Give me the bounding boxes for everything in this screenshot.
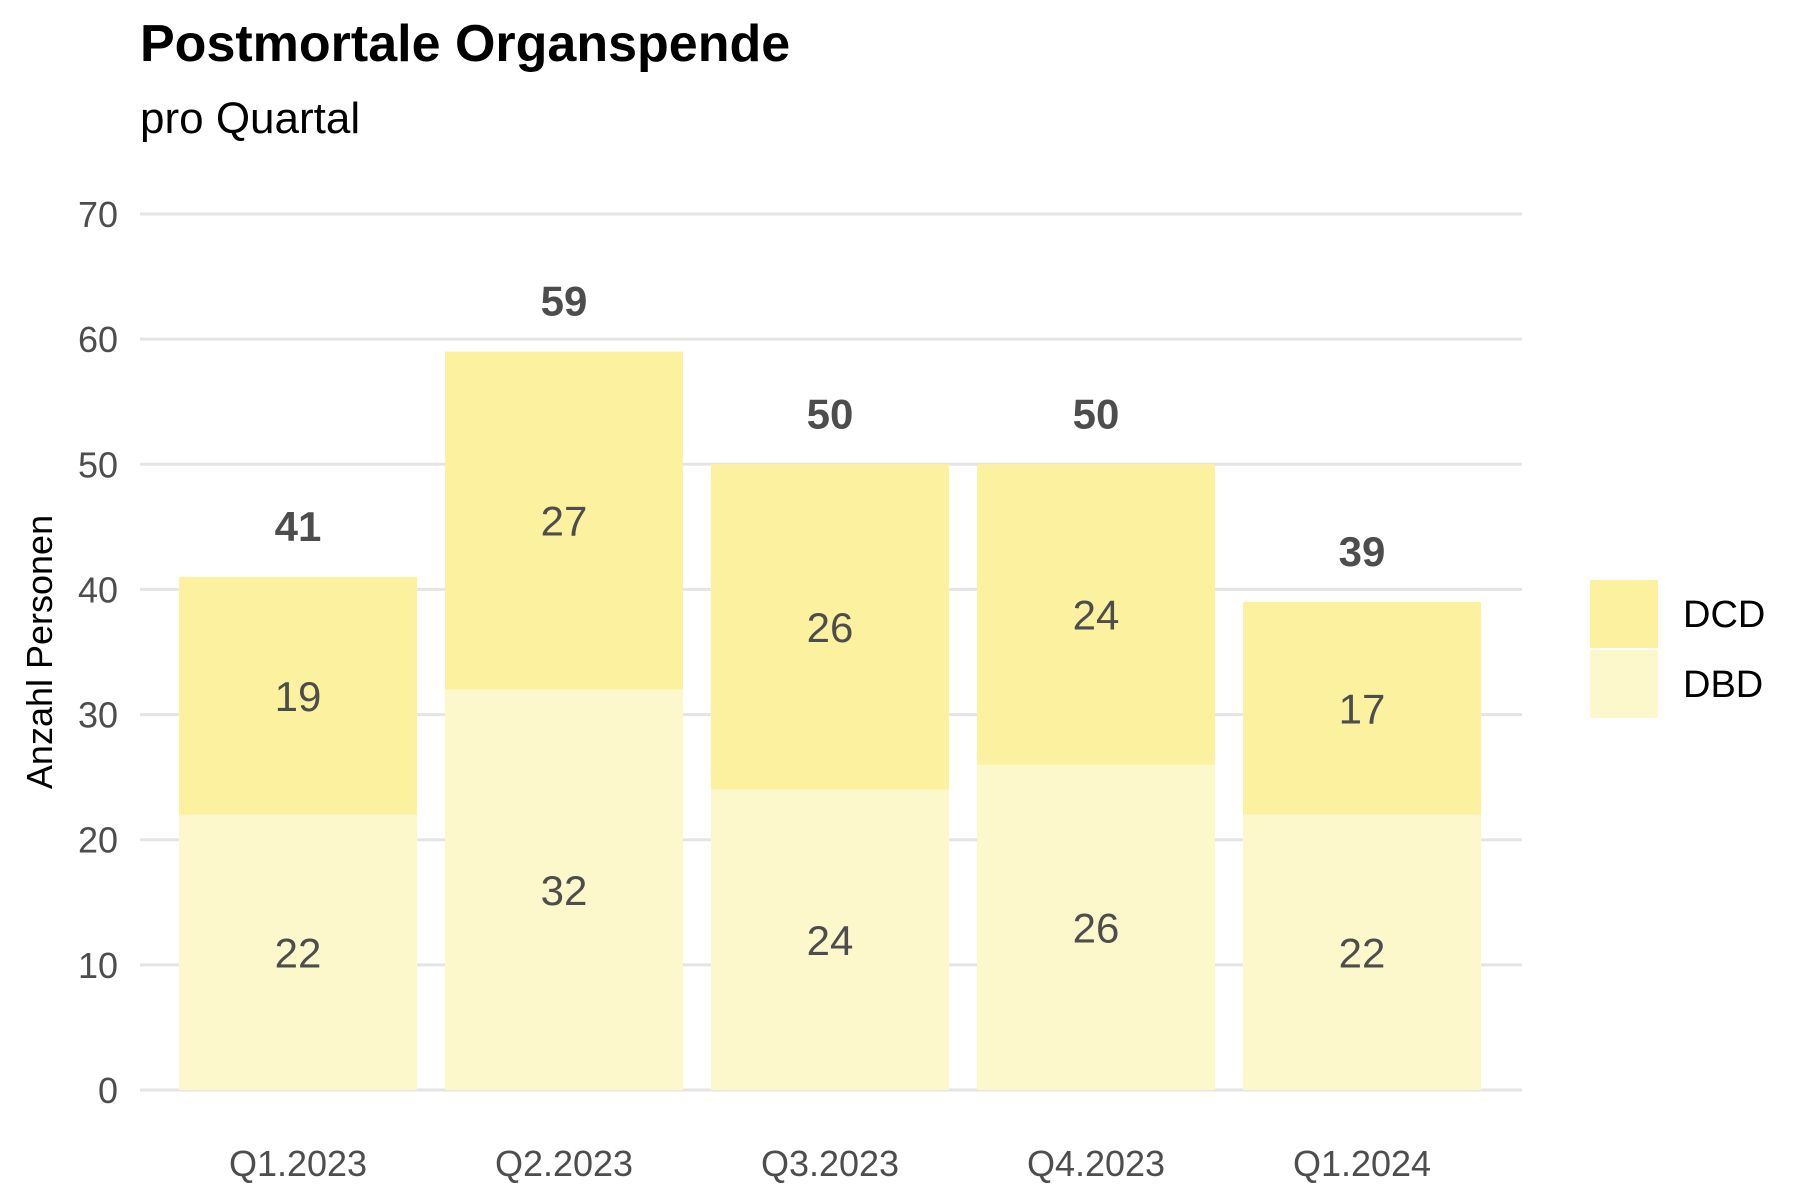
total-value-label: 41 <box>275 503 322 550</box>
x-tick-label: Q2.2023 <box>495 1143 633 1184</box>
legend-label: DBD <box>1683 664 1763 706</box>
chart-title: Postmortale Organspende <box>140 15 791 73</box>
segment-value-label: 26 <box>1073 904 1120 951</box>
total-value-label: 50 <box>1073 390 1120 437</box>
legend-label: DCD <box>1683 594 1765 636</box>
bar-labels: 22 19 41 32 27 59 24 26 50 26 24 50 22 17 39 <box>275 278 1386 977</box>
y-tick-label: 30 <box>78 695 118 736</box>
segment-value-label: 22 <box>275 929 322 976</box>
bar-segment-dbd <box>1243 814 1481 1090</box>
y-axis-ticks: 0 10 20 30 40 50 60 70 <box>78 194 118 1111</box>
legend: DCD DBD <box>1590 580 1765 718</box>
legend-swatch-dbd <box>1590 650 1658 718</box>
x-tick-label: Q1.2023 <box>229 1143 367 1184</box>
x-tick-label: Q1.2024 <box>1293 1143 1431 1184</box>
y-axis-label: Anzahl Personen <box>19 515 60 789</box>
total-value-label: 39 <box>1339 528 1386 575</box>
bar-segment-dcd <box>711 464 949 790</box>
bar-segment-dbd <box>179 814 417 1090</box>
bar-segment-dcd <box>977 464 1215 765</box>
bar-segment-dbd <box>977 764 1215 1090</box>
x-tick-label: Q3.2023 <box>761 1143 899 1184</box>
segment-value-label: 24 <box>807 917 854 964</box>
bar-segment-dcd <box>445 351 683 690</box>
y-tick-label: 70 <box>78 194 118 235</box>
bar-segment-dcd <box>1243 601 1481 815</box>
y-tick-label: 40 <box>78 569 118 610</box>
bar-segment-dcd <box>179 576 417 815</box>
chart-subtitle: pro Quartal <box>140 94 361 143</box>
total-value-label: 50 <box>807 390 854 437</box>
y-tick-label: 20 <box>78 820 118 861</box>
x-tick-label: Q4.2023 <box>1027 1143 1165 1184</box>
segment-value-label: 22 <box>1339 929 1386 976</box>
segment-value-label: 24 <box>1073 591 1120 638</box>
segment-value-label: 19 <box>275 673 322 720</box>
bar-segment-dbd <box>445 689 683 1090</box>
y-tick-label: 50 <box>78 444 118 485</box>
legend-swatch-dcd <box>1590 580 1658 648</box>
bar-segment-dbd <box>711 789 949 1090</box>
x-axis-ticks: Q1.2023 Q2.2023 Q3.2023 Q4.2023 Q1.2024 <box>229 1143 1431 1184</box>
y-tick-label: 60 <box>78 319 118 360</box>
segment-value-label: 26 <box>807 604 854 651</box>
y-tick-label: 10 <box>78 945 118 986</box>
bars <box>179 351 1481 1090</box>
segment-value-label: 27 <box>541 498 588 545</box>
total-value-label: 59 <box>541 278 588 325</box>
segment-value-label: 17 <box>1339 685 1386 732</box>
y-tick-label: 0 <box>98 1070 118 1111</box>
segment-value-label: 32 <box>541 867 588 914</box>
